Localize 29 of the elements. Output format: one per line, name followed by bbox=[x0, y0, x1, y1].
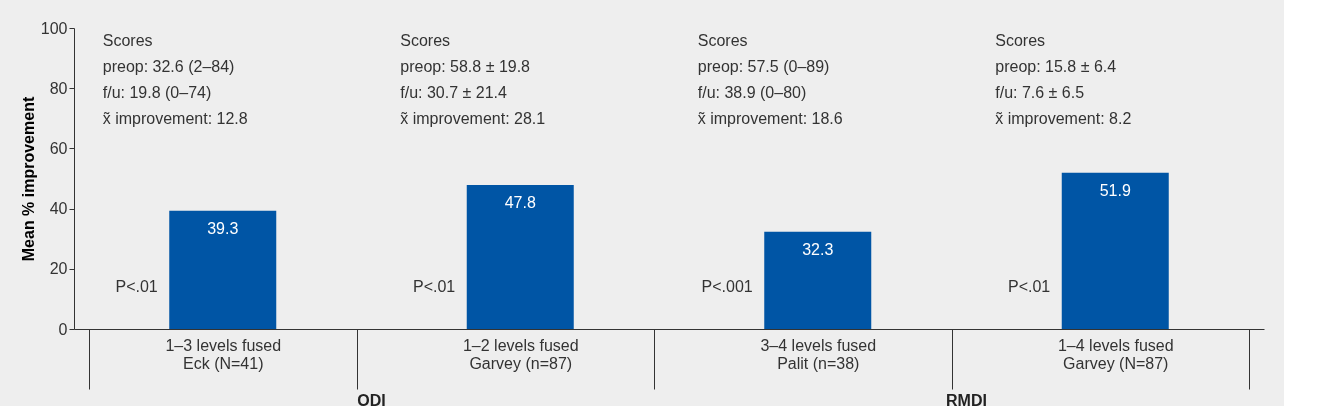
data-label: 47.8 bbox=[504, 194, 536, 212]
y-tick-label: 40 bbox=[49, 200, 68, 218]
bar bbox=[764, 231, 872, 329]
bar bbox=[466, 185, 574, 329]
x-tick-label: 1–3 levels fused Eck (N=41) bbox=[165, 336, 282, 372]
y-tick-label: 20 bbox=[49, 260, 68, 278]
annotation: P<.01 bbox=[1007, 278, 1051, 295]
y-axis-title: Mean % improvement bbox=[19, 96, 37, 262]
data-label: 39.3 bbox=[207, 219, 239, 237]
annotation: P<.01 bbox=[115, 278, 158, 295]
y-tick-label: 100 bbox=[40, 19, 68, 37]
text: ODI bbox=[357, 392, 386, 406]
x-tick-label: 1–2 levels fused Garvey (n=87) bbox=[462, 336, 579, 372]
text: RMDI bbox=[946, 392, 987, 406]
data-label: 51.9 bbox=[1099, 181, 1131, 199]
annotation: Scores preop: 15.8 ± 6.4 f/u: 7.6 ± 6.5 x̃ improvement: 8.2 bbox=[995, 32, 1132, 127]
y-tick-label: 0 bbox=[58, 320, 68, 338]
x-tick-label: 3–4 levels fused Palit (n=38) bbox=[760, 336, 877, 372]
data-label: 32.3 bbox=[802, 240, 834, 258]
annotation: P<.01 bbox=[412, 278, 456, 295]
bar bbox=[1061, 172, 1169, 329]
annotation: Scores preop: 32.6 (2–84) f/u: 19.8 (0–74) x̃ improvement: 12.8 bbox=[102, 32, 248, 127]
bar bbox=[169, 210, 277, 329]
annotation: Scores preop: 57.5 (0–89) f/u: 38.9 (0–80) x̃ improvement: 18.6 bbox=[697, 32, 843, 127]
y-tick-label: 60 bbox=[49, 139, 68, 157]
y-tick-label: 80 bbox=[49, 79, 68, 97]
x-tick-label: 1–4 levels fused Garvey (N=87) bbox=[1057, 336, 1174, 372]
annotation: P<.001 bbox=[701, 278, 753, 295]
annotation: Scores preop: 58.8 ± 19.8 f/u: 30.7 ± 21.4 x̃ improvement: 28.1 bbox=[400, 32, 546, 127]
